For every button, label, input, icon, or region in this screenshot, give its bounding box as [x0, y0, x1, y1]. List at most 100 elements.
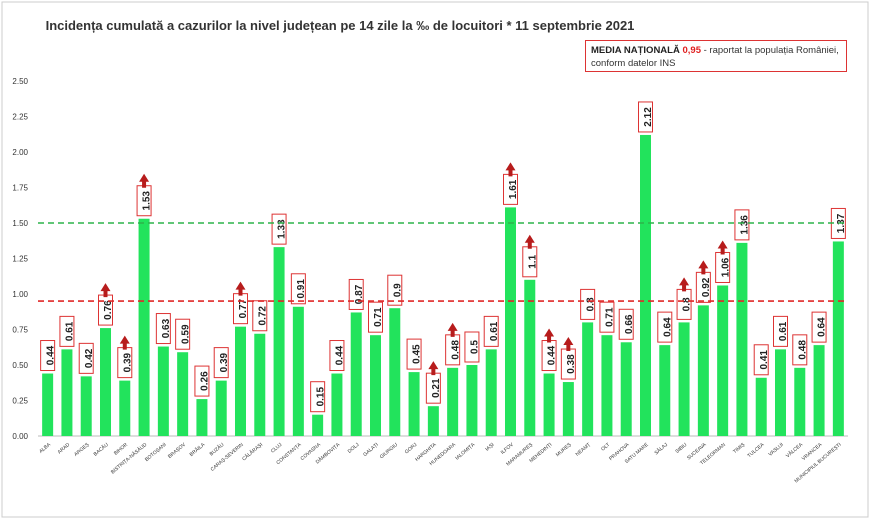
bar	[215, 380, 227, 436]
value-label: 0.8	[682, 297, 693, 311]
y-tick-label: 2.00	[12, 148, 28, 157]
value-label: 0.21	[431, 378, 442, 398]
value-label: 0.63	[161, 318, 172, 338]
value-label-box	[387, 274, 403, 306]
value-label-box	[155, 313, 171, 345]
y-tick-label: 2.25	[12, 113, 28, 122]
value-label-box	[175, 318, 191, 350]
value-label-box	[368, 301, 383, 333]
value-label-box	[773, 315, 788, 347]
value-label: 0.26	[200, 371, 211, 391]
bar	[254, 333, 266, 436]
annotation-value: 0,95	[682, 45, 701, 56]
bar	[717, 285, 729, 436]
value-label: 0.39	[122, 352, 133, 372]
chart-title: Incidența cumulată a cazurilor la nivel …	[46, 18, 635, 33]
bar	[235, 326, 246, 436]
x-tick-label: GALAȚI	[362, 442, 379, 458]
value-label: 0.45	[412, 344, 423, 364]
x-tick-label: VASLUI	[768, 442, 785, 458]
bar	[119, 380, 131, 436]
x-tick-label: TULCEA	[747, 442, 766, 460]
bar	[697, 305, 709, 436]
x-tick-label: GORJ	[404, 442, 419, 456]
value-label: 2.12	[643, 107, 654, 127]
y-tick-label: 0.75	[12, 326, 28, 335]
bar	[447, 367, 459, 436]
x-tick-label: ARGEȘ	[73, 442, 91, 458]
bar	[408, 372, 420, 436]
value-label-box	[580, 288, 596, 320]
x-tick-label: BRĂILA	[188, 441, 207, 458]
increase-arrow	[563, 337, 574, 352]
bar	[370, 335, 381, 436]
x-tick-label: ALBA	[38, 442, 52, 455]
bar	[524, 279, 536, 436]
bar	[813, 345, 825, 436]
value-label-box	[811, 311, 827, 343]
bar	[80, 376, 92, 436]
value-label: 1.06	[720, 257, 731, 277]
increase-arrow	[679, 277, 690, 292]
x-tick-label: ILFOV	[500, 442, 515, 456]
bar	[331, 373, 343, 436]
bar	[562, 382, 574, 436]
value-label: 0.92	[701, 277, 712, 297]
value-label-box	[194, 365, 210, 397]
x-tick-label: ARAD	[57, 442, 72, 456]
y-tick-label: 1.50	[12, 219, 28, 228]
y-tick-label: 1.75	[12, 184, 28, 193]
value-label-box	[271, 213, 287, 245]
bar	[196, 399, 208, 436]
x-tick-label: GIURGIU	[379, 442, 400, 461]
x-tick-label: BIHOR	[113, 442, 129, 457]
x-tick-label: BISTRIȚA-NĂSĂUD	[109, 441, 148, 476]
y-tick-label: 0.25	[12, 397, 28, 406]
value-label: 0.64	[662, 317, 673, 337]
bar	[100, 328, 111, 436]
bar	[312, 414, 324, 436]
value-label: 0.44	[547, 345, 558, 365]
value-label-box	[78, 342, 94, 374]
value-label: 0.66	[624, 314, 635, 334]
bar	[620, 342, 632, 436]
bar	[794, 367, 806, 436]
value-label-box	[310, 381, 326, 413]
x-tick-label: NEAMȚ	[575, 442, 592, 458]
value-label: 0.87	[354, 284, 365, 304]
x-tick-label: DOLJ	[347, 442, 361, 455]
value-label-box	[483, 315, 499, 347]
increase-arrow	[100, 283, 111, 298]
x-tick-label: BUZĂU	[208, 441, 226, 458]
bar	[292, 306, 304, 436]
value-label: 0.48	[797, 340, 808, 360]
value-label-box	[213, 347, 229, 379]
value-label: 1.36	[740, 215, 751, 235]
value-label: 1.1	[527, 254, 538, 268]
value-label: 0.59	[180, 324, 191, 344]
value-label-box	[753, 344, 769, 376]
increase-arrow	[717, 240, 728, 255]
bar	[543, 373, 555, 436]
value-label-box	[406, 338, 422, 370]
bar	[42, 373, 54, 436]
x-tick-label: IALOMIȚA	[454, 442, 476, 462]
value-label-box	[40, 340, 56, 372]
bar	[389, 308, 401, 436]
y-tick-label: 0.50	[12, 361, 28, 370]
value-label: 0.77	[238, 298, 249, 318]
value-label-box	[59, 315, 75, 347]
value-label-box	[792, 334, 808, 366]
increase-arrow	[119, 335, 130, 350]
bar	[640, 134, 651, 436]
y-tick-label: 2.50	[12, 77, 28, 86]
bar	[273, 247, 285, 436]
bar	[832, 241, 844, 436]
bar	[485, 349, 497, 436]
bar	[775, 349, 786, 436]
increase-arrow	[698, 260, 709, 275]
value-label-box	[329, 340, 345, 372]
value-label-box	[734, 209, 750, 241]
